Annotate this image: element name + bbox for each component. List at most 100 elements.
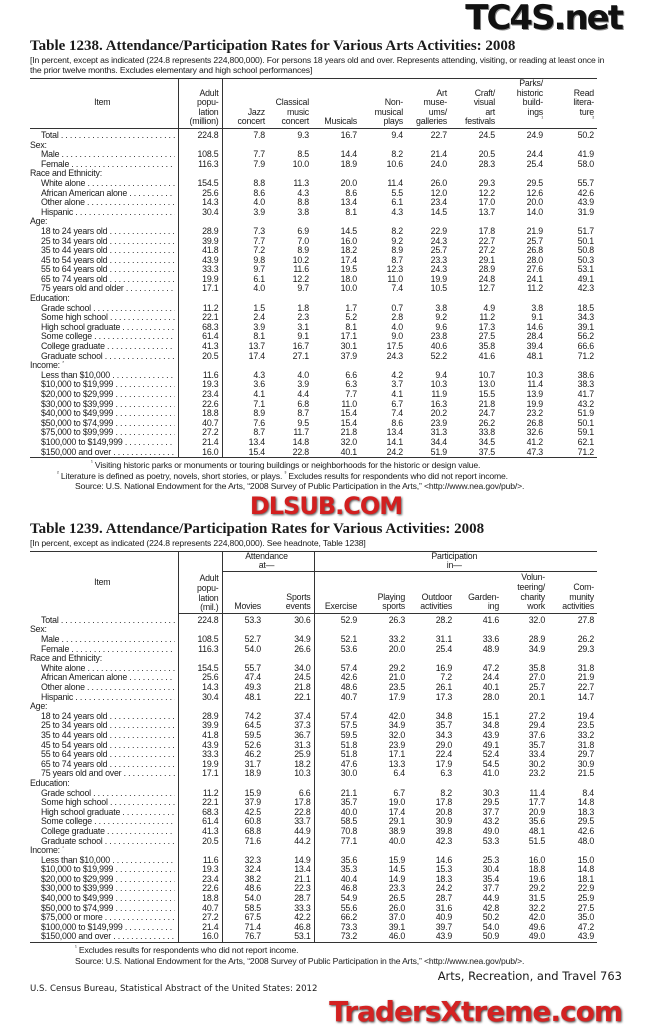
cell-com-munity-activities: 14.8 — [577, 865, 595, 875]
cell-adult-popu-lation-mil: 40.7 — [178, 903, 223, 914]
cell-playing-sports: 14.5 — [388, 865, 406, 875]
cell-parks-historic-build-ings: 48.1 — [526, 351, 544, 361]
cell-parks-historic-build-ings: 28.0 — [526, 255, 544, 265]
cell-adult-popu-lation-million: 18.8 — [178, 409, 223, 419]
table-row: Less than $10,00011.6 32.314.9 35.6 15.9 14.… — [30, 855, 597, 866]
cell-volun-teering-charity-work: 35.6 — [528, 817, 546, 827]
cell-jazz-concert: 8.9 — [253, 409, 265, 419]
cell-non-musical-plays: 6.1 — [391, 198, 403, 208]
cell-volun-teering-charity-work — [502, 846, 548, 856]
cell-craft-visual-art-festivals — [450, 361, 498, 371]
cell-musicals: 17.1 — [340, 332, 358, 342]
table-row: 55 to 64 years old33.3 46.225.9 51.8 17.1 22… — [30, 750, 597, 760]
cell-art-muse-ums-galleries: 22.9 — [430, 226, 448, 236]
cell-non-musical-plays: 7.4 — [391, 409, 403, 419]
cell-adult-popu-lation-mil: 33.3 — [178, 750, 223, 760]
cell-garden-ing: 47.2 — [482, 663, 500, 673]
watermark-tradersxtreme: TradersXtreme.com — [329, 995, 623, 1029]
cell-musicals: 20.0 — [340, 178, 358, 188]
cell-volun-teering-charity-work: 35.8 — [528, 663, 546, 673]
cell-adult-popu-lation-million: 39.9 — [178, 236, 223, 247]
cell-classical-music-concert: 2.3 — [297, 313, 309, 323]
cell-com-munity-activities: 29.5 — [577, 817, 595, 827]
cell-non-musical-plays: 3.7 — [391, 380, 403, 390]
cell-art-muse-ums-galleries: 9.2 — [435, 313, 447, 323]
cell-movies: 52.6 — [244, 740, 262, 750]
cell-craft-visual-art-festivals: 28.3 — [478, 159, 496, 169]
cell-adult-popu-lation-million: 16.0 — [178, 447, 223, 458]
cell-exercise: 66.2 — [340, 913, 358, 923]
cell-exercise: 73.2 — [340, 932, 358, 942]
row-label: Some college — [30, 332, 179, 343]
cell-sports-events: 42.2 — [264, 913, 315, 923]
cell-classical-music-concert: 4.0 — [297, 370, 309, 380]
cell-musicals: 16.0 — [340, 236, 358, 246]
cell-parks-historic-build-ings: 10.3 — [526, 370, 544, 380]
cell-movies — [222, 702, 264, 712]
cell-playing-sports: 21.0 — [388, 673, 406, 683]
cell-adult-popu-lation-mil: 19.9 — [178, 759, 223, 770]
cell-adult-popu-lation-million: 17.1 — [178, 284, 223, 295]
cell-garden-ing: 30.4 — [482, 865, 500, 875]
cell-jazz-concert: 13.4 — [248, 437, 266, 447]
table-row: Other alone14.3 49.321.8 48.6 23.5 26.1 40.1 2… — [30, 683, 597, 693]
cell-classical-music-concert: 10.0 — [292, 159, 310, 169]
row-label: $150,000 and over — [30, 932, 179, 943]
cell-jazz-concert: 7.8 — [253, 129, 265, 140]
table-row: Some college61.4 60.833.7 58.5 29.1 30.9 43.2… — [30, 817, 597, 827]
cell-read-litera-ture — [546, 141, 597, 151]
cell-outdoor-activities: 31.6 — [435, 903, 453, 913]
column-header-parks-historic-build-ings: Parks/historic build-ings ¹ — [498, 78, 546, 129]
cell-musicals: 5.2 — [345, 313, 357, 323]
cell-musicals — [312, 217, 360, 227]
row-label: Some high school — [30, 798, 179, 808]
cell-com-munity-activities: 21.9 — [577, 673, 595, 683]
row-label: Graduate school — [30, 836, 179, 847]
cell-adult-popu-lation-mil: 25.6 — [178, 673, 223, 683]
cell-adult-popu-lation-million: 27.2 — [178, 428, 223, 438]
cell-read-litera-ture: 42.6 — [577, 188, 595, 198]
row-label: White alone — [30, 663, 179, 674]
cell-parks-historic-build-ings — [498, 141, 546, 151]
cell-volun-teering-charity-work: 16.0 — [528, 855, 546, 865]
cell-jazz-concert: 6.1 — [253, 274, 265, 284]
cell-playing-sports: 13.3 — [388, 759, 406, 769]
cell-outdoor-activities: 34.3 — [435, 730, 453, 740]
cell-read-litera-ture: 59.1 — [577, 428, 595, 438]
cell-exercise: 52.1 — [340, 635, 358, 645]
cell-read-litera-ture: 66.6 — [577, 342, 595, 352]
cell-classical-music-concert: 16.7 — [292, 342, 310, 352]
cell-parks-historic-build-ings: 29.5 — [526, 178, 544, 188]
table-row: 45 to 54 years old43.9 52.631.3 51.8 23.9 29… — [30, 740, 597, 751]
cell-movies — [222, 625, 264, 635]
cell-adult-popu-lation-mil: 61.4 — [178, 817, 223, 827]
column-header-adult-popu-lation-million: Adult popu-lation (million) — [178, 78, 223, 129]
cell-read-litera-ture: 39.1 — [577, 322, 595, 332]
cell-sports-events: 24.5 — [264, 673, 315, 683]
cell-outdoor-activities: 17.3 — [435, 692, 453, 702]
cell-read-litera-ture: 51.7 — [577, 226, 595, 236]
cell-com-munity-activities: 31.8 — [577, 740, 595, 750]
section-header-row: Education: — [30, 778, 597, 789]
cell-non-musical-plays: 17.5 — [386, 342, 404, 352]
cell-art-muse-ums-galleries: 11.9 — [431, 390, 447, 399]
cell-adult-popu-lation-mil: 27.2 — [178, 913, 223, 923]
table-row: $10,000 to $19,99919.3 32.413.4 35.3 14.5 15… — [30, 865, 597, 875]
cell-garden-ing: 41.0 — [482, 769, 500, 779]
cell-sports-events: 28.7 — [264, 894, 315, 904]
cell-adult-popu-lation-mil: 28.9 — [178, 711, 223, 722]
cell-musicals: 8.1 — [345, 207, 357, 217]
row-label: Other alone — [30, 198, 179, 208]
cell-jazz-concert — [222, 169, 268, 179]
cell-garden-ing: 54.5 — [482, 759, 500, 769]
column-header-classical-music-concert: Classical music concert — [268, 78, 312, 129]
cell-non-musical-plays — [360, 361, 406, 371]
row-label: Grade school — [30, 303, 179, 314]
cell-art-muse-ums-galleries: 21.4 — [430, 150, 448, 160]
cell-classical-music-concert: 10.2 — [292, 255, 310, 265]
row-label: High school graduate — [30, 807, 179, 818]
column-header-item: Item — [30, 78, 179, 129]
cell-movies: 31.7 — [244, 759, 262, 769]
cell-exercise: 57.5 — [340, 721, 358, 731]
row-label: 65 to 74 years old — [30, 274, 179, 285]
